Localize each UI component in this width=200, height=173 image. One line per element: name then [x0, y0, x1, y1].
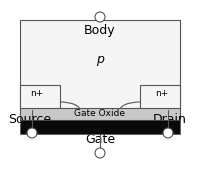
Circle shape [27, 128, 37, 138]
Circle shape [95, 12, 105, 22]
Text: n+: n+ [155, 89, 168, 98]
Circle shape [95, 148, 105, 158]
Text: n+: n+ [30, 89, 43, 98]
Text: Source: Source [8, 113, 52, 126]
Bar [140, 85, 180, 110]
Text: Gate: Gate [85, 133, 115, 146]
Text: Gate Oxide: Gate Oxide [74, 110, 126, 119]
Text: Drain: Drain [153, 113, 187, 126]
Bar [20, 20, 180, 110]
Text: Body: Body [84, 24, 116, 37]
Bar [20, 120, 180, 134]
Circle shape [163, 128, 173, 138]
Bar [20, 85, 60, 110]
Bar [20, 108, 180, 120]
Text: p: p [96, 53, 104, 66]
